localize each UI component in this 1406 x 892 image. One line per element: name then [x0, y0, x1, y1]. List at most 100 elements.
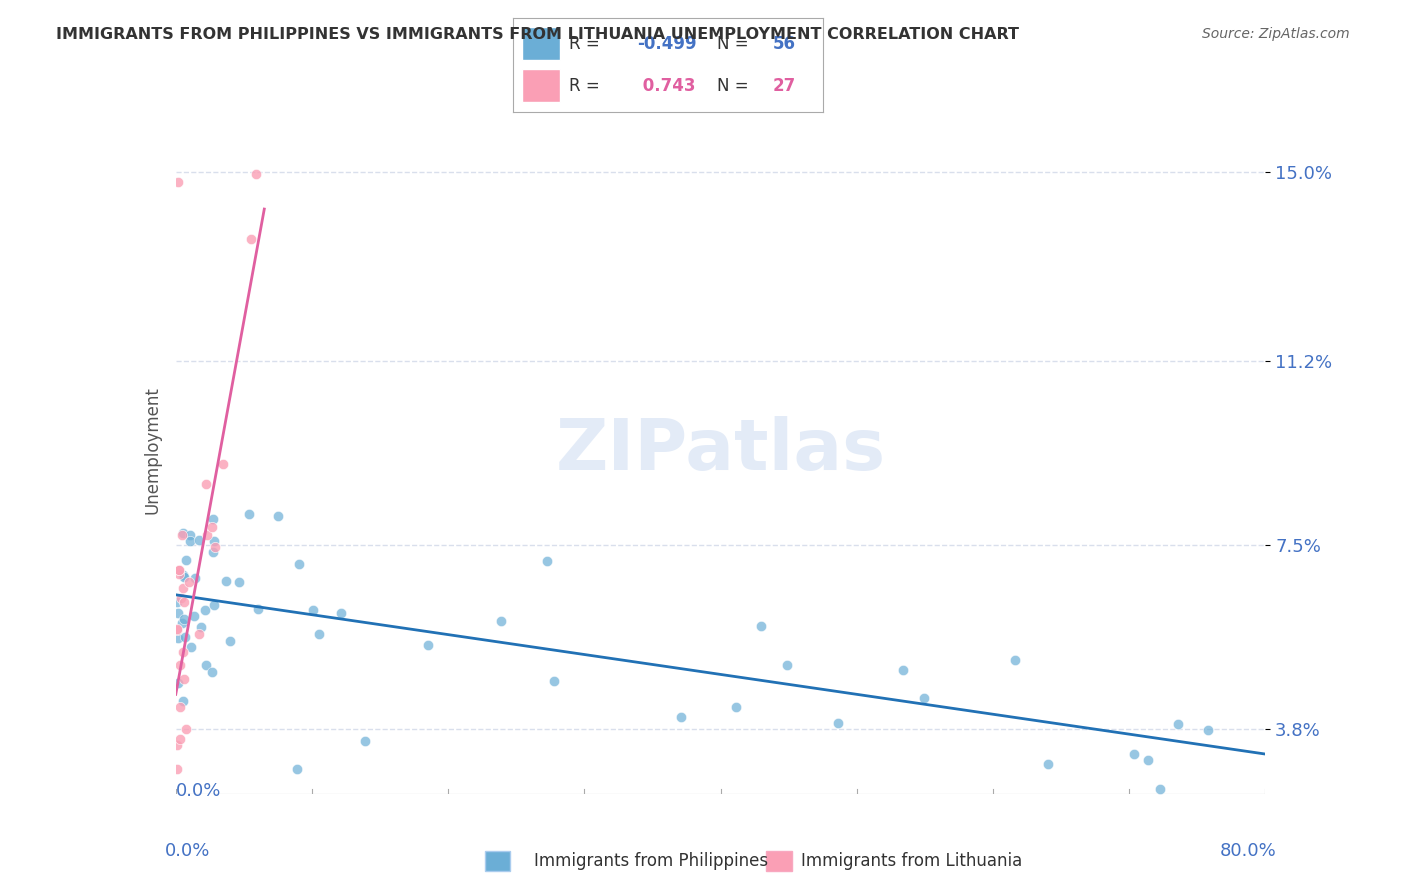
- Point: [179, 528, 201, 542]
- Point: [166, 762, 188, 776]
- Text: 80.0%: 80.0%: [1219, 842, 1277, 860]
- Point: [167, 631, 190, 645]
- Point: [1122, 747, 1144, 762]
- Point: [204, 541, 226, 555]
- Text: IMMIGRANTS FROM PHILIPPINES VS IMMIGRANTS FROM LITHUANIA UNEMPLOYMENT CORRELATIO: IMMIGRANTS FROM PHILIPPINES VS IMMIGRANT…: [56, 27, 1019, 42]
- Point: [173, 630, 195, 644]
- Point: [218, 634, 240, 648]
- Point: [172, 525, 194, 540]
- Point: [188, 627, 211, 641]
- Point: [827, 716, 849, 731]
- Point: [166, 622, 188, 636]
- Text: R =: R =: [569, 78, 599, 95]
- Point: [215, 574, 238, 588]
- Point: [170, 527, 193, 541]
- Point: [1167, 716, 1189, 731]
- Point: [166, 623, 188, 637]
- Point: [173, 612, 195, 626]
- Point: [173, 569, 195, 583]
- Point: [167, 566, 190, 581]
- Bar: [523, 28, 560, 60]
- Point: [173, 595, 195, 609]
- Point: [166, 606, 188, 620]
- Point: [308, 626, 330, 640]
- Point: [180, 640, 202, 654]
- Point: [172, 568, 194, 582]
- Point: [1149, 781, 1171, 796]
- Point: [211, 457, 233, 471]
- Point: [194, 603, 217, 617]
- Text: Immigrants from Lithuania: Immigrants from Lithuania: [801, 852, 1022, 870]
- Point: [184, 571, 207, 585]
- Point: [166, 595, 188, 609]
- Point: [536, 554, 558, 568]
- Text: 0.743: 0.743: [637, 78, 696, 95]
- Point: [172, 645, 194, 659]
- Point: [179, 534, 201, 549]
- Text: 0.0%: 0.0%: [176, 782, 221, 800]
- Point: [725, 699, 748, 714]
- Point: [912, 691, 935, 706]
- Point: [190, 620, 212, 634]
- Point: [1004, 652, 1026, 666]
- Point: [238, 507, 260, 521]
- Point: [187, 533, 209, 547]
- Point: [170, 616, 193, 631]
- Point: [177, 574, 200, 589]
- Point: [169, 658, 191, 673]
- Text: ZIPatlas: ZIPatlas: [555, 416, 886, 485]
- Point: [200, 520, 222, 534]
- Point: [416, 638, 439, 652]
- Point: [204, 533, 226, 548]
- Point: [170, 591, 193, 606]
- Point: [330, 607, 353, 621]
- Point: [1036, 757, 1059, 772]
- Point: [169, 731, 191, 746]
- Point: [166, 738, 188, 752]
- Point: [776, 657, 799, 672]
- Point: [246, 602, 269, 616]
- Point: [287, 557, 309, 571]
- Point: [172, 694, 194, 708]
- Text: 56: 56: [773, 35, 796, 53]
- Point: [489, 614, 512, 628]
- Point: [202, 598, 225, 612]
- Point: [1136, 753, 1159, 767]
- Bar: [523, 70, 560, 103]
- Text: N =: N =: [717, 35, 749, 53]
- Point: [167, 175, 190, 189]
- Text: Immigrants from Philippines: Immigrants from Philippines: [534, 852, 769, 870]
- Point: [173, 672, 195, 686]
- Point: [543, 673, 565, 688]
- Point: [671, 710, 693, 724]
- Point: [267, 509, 290, 524]
- Point: [245, 167, 267, 181]
- Point: [202, 512, 225, 526]
- Y-axis label: Unemployment: Unemployment: [143, 386, 162, 515]
- Point: [169, 563, 191, 577]
- Text: 0.0%: 0.0%: [165, 842, 211, 860]
- Point: [169, 563, 191, 577]
- Point: [891, 664, 914, 678]
- Point: [354, 734, 377, 748]
- Point: [1197, 723, 1219, 737]
- Text: R =: R =: [569, 35, 599, 53]
- Point: [183, 609, 205, 624]
- Point: [201, 665, 224, 679]
- Point: [285, 762, 308, 776]
- Text: 27: 27: [773, 78, 796, 95]
- Point: [174, 552, 197, 566]
- Point: [202, 545, 225, 559]
- Text: N =: N =: [717, 78, 749, 95]
- Point: [195, 528, 218, 542]
- Point: [169, 699, 191, 714]
- Point: [172, 581, 194, 595]
- Point: [167, 676, 190, 690]
- Point: [174, 723, 197, 737]
- Point: [194, 477, 217, 491]
- Point: [228, 575, 250, 590]
- Text: Source: ZipAtlas.com: Source: ZipAtlas.com: [1202, 27, 1350, 41]
- Text: -0.499: -0.499: [637, 35, 696, 53]
- Point: [195, 658, 218, 673]
- Point: [302, 603, 325, 617]
